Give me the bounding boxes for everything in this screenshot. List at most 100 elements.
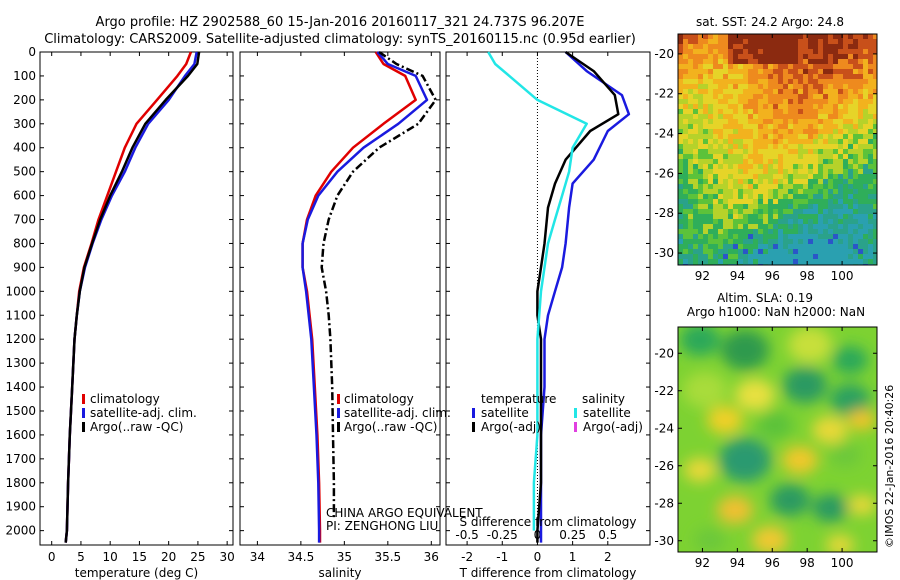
sst-cell [868, 54, 874, 60]
sst-cell [688, 184, 694, 190]
sst-cell [698, 149, 704, 155]
sst-cell [818, 189, 824, 195]
sst-cell [738, 244, 744, 250]
sst-cell [683, 104, 689, 110]
sst-cell [783, 214, 789, 220]
sst-cell [688, 109, 694, 115]
sst-cell [738, 219, 744, 225]
sst-cell [818, 184, 824, 190]
y-tick-label: 300 [13, 117, 36, 131]
sst-cell [728, 74, 734, 80]
sst-cell [843, 169, 849, 175]
sst-cell [793, 224, 799, 230]
sst-cell [788, 139, 794, 145]
sst-cell [688, 84, 694, 90]
sst-cell [858, 164, 864, 170]
sst-cell [763, 84, 769, 90]
sst-cell [873, 144, 877, 150]
sst-cell [768, 34, 774, 40]
sst-cell [858, 59, 864, 65]
sst-cell [803, 189, 809, 195]
sst-cell [683, 214, 689, 220]
sst-cell [778, 129, 784, 135]
sst-cell [838, 84, 844, 90]
sst-cell [803, 119, 809, 125]
sst-cell [763, 99, 769, 105]
sst-cell [713, 144, 719, 150]
sst-cell [763, 129, 769, 135]
sst-cell [828, 254, 834, 260]
sst-cell [753, 224, 759, 230]
sst-cell [713, 174, 719, 180]
sst-cell [773, 224, 779, 230]
sst-cell [763, 154, 769, 160]
sst-cell [748, 49, 754, 55]
sst-cell [833, 219, 839, 225]
sst-cell [748, 184, 754, 190]
sst-cell [773, 159, 779, 165]
sst-cell [853, 239, 859, 245]
legend-label-t-satellite: satellite [481, 406, 529, 420]
sst-cell [698, 234, 704, 240]
sst-cell [858, 214, 864, 220]
sst-cell [683, 124, 689, 130]
sst-cell [863, 114, 869, 120]
sst-cell [788, 134, 794, 140]
sst-cell [788, 64, 794, 70]
sst-cell [783, 74, 789, 80]
sst-cell [863, 234, 869, 240]
sst-cell [868, 219, 874, 225]
sst-cell [873, 254, 877, 260]
sst-cell [743, 34, 749, 40]
sst-cell [733, 169, 739, 175]
sst-cell [763, 199, 769, 205]
sst-cell [783, 69, 789, 75]
sst-cell [838, 54, 844, 60]
sst-cell [858, 69, 864, 75]
sst-cell [783, 114, 789, 120]
sst-cell [783, 144, 789, 150]
sst-cell [818, 99, 824, 105]
sst-cell [703, 179, 709, 185]
sst-cell [713, 129, 719, 135]
sst-cell [798, 149, 804, 155]
sst-cell [728, 109, 734, 115]
y-tick-label: -24 [654, 127, 674, 141]
sst-cell [758, 244, 764, 250]
sst-cell [758, 159, 764, 165]
sst-cell [788, 54, 794, 60]
sst-cell [853, 74, 859, 80]
sst-cell [748, 204, 754, 210]
sst-cell [723, 259, 729, 265]
sst-cell [828, 249, 834, 255]
sst-cell [713, 204, 719, 210]
sst-cell [783, 194, 789, 200]
sst-cell [873, 129, 877, 135]
sst-cell [778, 224, 784, 230]
sst-cell [818, 34, 824, 40]
sst-cell [803, 179, 809, 185]
sst-cell [708, 74, 714, 80]
sst-cell [753, 39, 759, 45]
sst-cell [688, 104, 694, 110]
sst-cell [873, 69, 877, 75]
sst-cell [678, 209, 684, 215]
sst-cell [688, 79, 694, 85]
sst-cell [858, 49, 864, 55]
sst-cell [768, 89, 774, 95]
sst-cell [708, 39, 714, 45]
sst-cell [783, 34, 789, 40]
sst-cell [748, 39, 754, 45]
sst-cell [693, 149, 699, 155]
sst-cell [748, 239, 754, 245]
sst-cell [798, 79, 804, 85]
sst-cell [768, 259, 774, 265]
sst-cell [778, 199, 784, 205]
sst-cell [778, 89, 784, 95]
sst-cell [873, 169, 877, 175]
sst-cell [858, 194, 864, 200]
sst-cell [698, 174, 704, 180]
sst-cell [868, 124, 874, 130]
sst-cell [788, 234, 794, 240]
